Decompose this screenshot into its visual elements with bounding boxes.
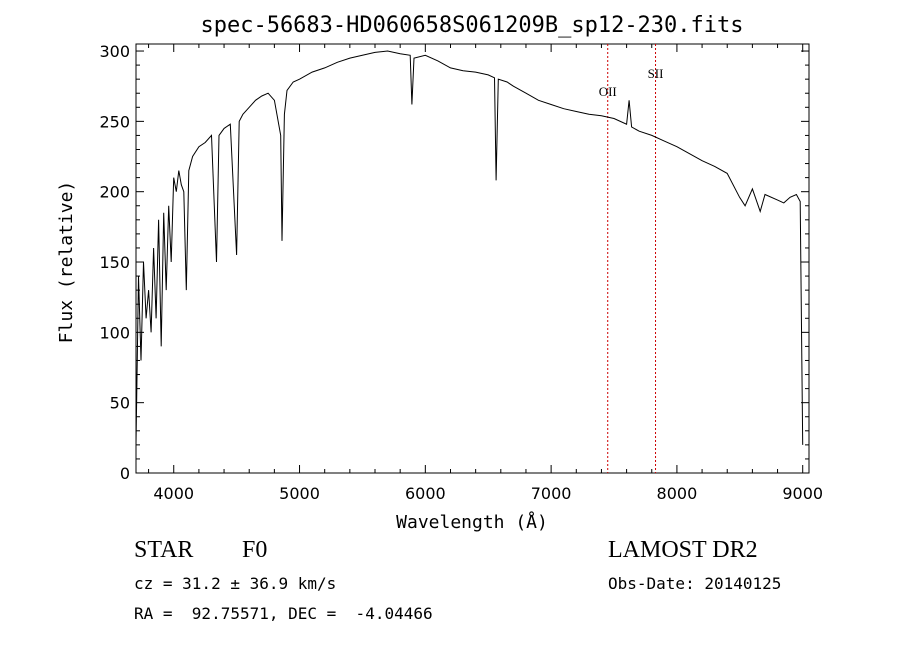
y-tick-label: 100 bbox=[99, 323, 130, 342]
object-type: STAR bbox=[134, 537, 194, 563]
x-axis-label: Wavelength (Å) bbox=[396, 511, 548, 533]
annotation-label-oii: OII bbox=[599, 84, 617, 99]
object-subclass: F0 bbox=[242, 537, 268, 563]
y-tick-label: 300 bbox=[99, 42, 130, 61]
plot-frame bbox=[135, 43, 810, 474]
annotation-label-sii: SII bbox=[648, 66, 664, 81]
obs-date-line: Obs-Date: 20140125 bbox=[608, 574, 782, 593]
redshift-line: cz = 31.2 ± 36.9 km/s bbox=[134, 574, 337, 593]
y-tick-label: 150 bbox=[99, 253, 130, 272]
x-tick-label: 5000 bbox=[279, 484, 320, 503]
x-tick-label: 9000 bbox=[782, 484, 823, 503]
y-tick-label: 0 bbox=[120, 464, 130, 483]
x-tick-label: 8000 bbox=[657, 484, 698, 503]
y-tick-label: 250 bbox=[99, 112, 130, 131]
coords-line: RA = 92.75571, DEC = -4.04466 bbox=[134, 604, 433, 623]
x-tick-label: 7000 bbox=[531, 484, 572, 503]
survey-name: LAMOST DR2 bbox=[608, 537, 758, 563]
x-tick-label: 4000 bbox=[153, 484, 194, 503]
spectrum-series-line bbox=[135, 50, 804, 445]
y-tick-label: 50 bbox=[110, 394, 130, 413]
y-axis-label: Flux (relative) bbox=[56, 181, 77, 344]
x-tick-label: 6000 bbox=[405, 484, 446, 503]
y-tick-label: 200 bbox=[99, 183, 130, 202]
chart-title: spec-56683-HD060658S061209B_sp12-230.fit… bbox=[200, 13, 743, 38]
